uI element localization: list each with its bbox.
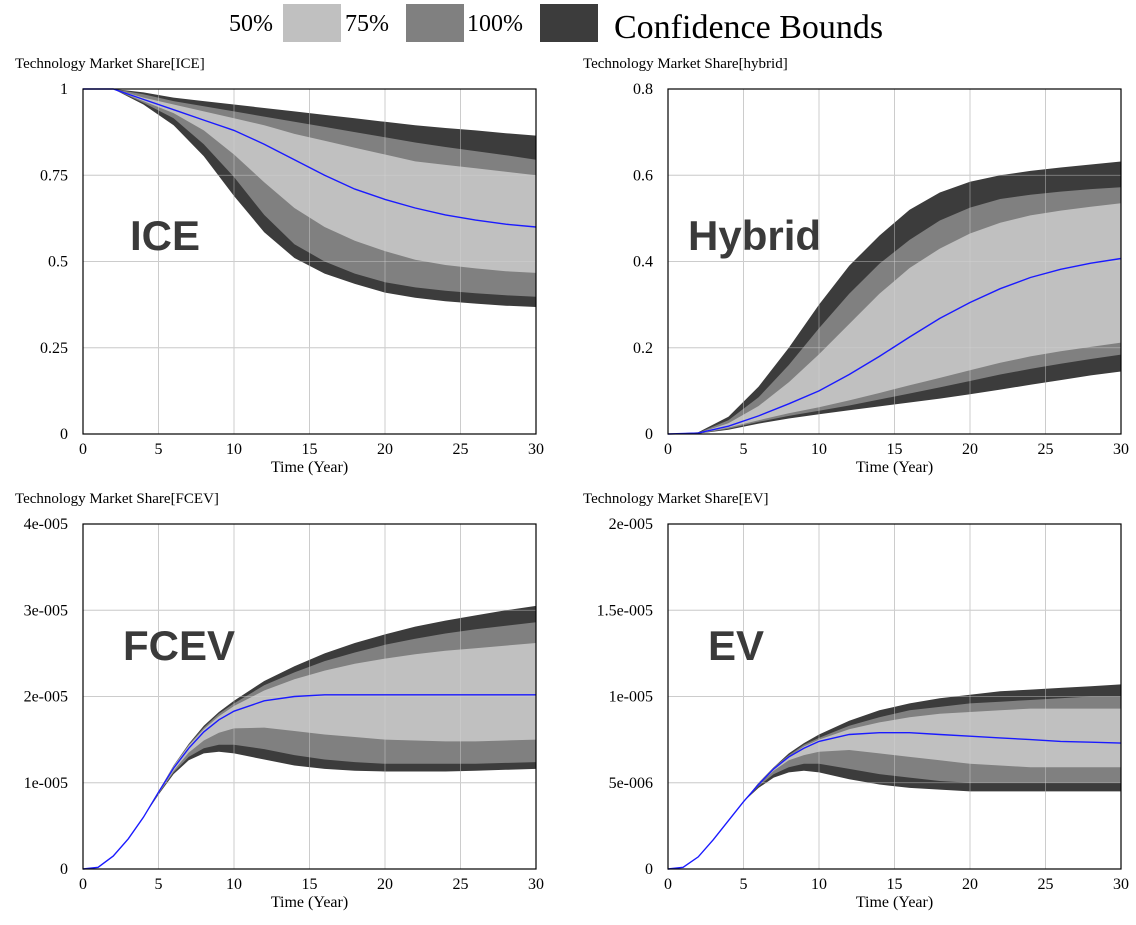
chart-fcev-svg: Technology Market Share[FCEV] 0 5 10 15 20 25 3… [15,491,544,911]
legend-label-75: 75% [345,11,389,37]
x-tick-label: 30 [528,441,544,458]
x-tick-label: 15 [302,876,318,893]
x-tick-label: 25 [453,876,469,893]
y-tick-label: 5e-006 [609,775,653,792]
x-axis-label: Time (Year) [856,459,933,476]
legend-swatch-100 [540,4,598,42]
median-line-ev [667,732,1122,870]
median-line-hybrid [667,257,1122,435]
y-tick-label: 0 [645,426,653,443]
chart-ice-svg: Technology Market Share[ICE]0 5 10 15 20 25 30… [15,56,544,476]
chart-hybrid-svg: Technology Market Share[hybrid] 0 5 10 15 20 2… [583,56,1129,476]
y-tick-label: 0.25 [40,340,68,357]
y-tick-label: 3e-005 [24,602,68,619]
x-tick-label: 20 [962,876,978,893]
y-tick-label: 0 [60,426,68,443]
legend: 50% 75% 100% Confidence Bounds [0,0,1136,48]
x-tick-label: 5 [740,441,748,458]
y-tick-label: 0.5 [48,254,68,271]
chart-panel-fcev: Technology Market Share[FCEV] 0 5 10 15 20 25 3… [0,485,568,925]
band-50-ev [668,708,1121,869]
y-tick-label: 1e-005 [24,775,68,792]
x-tick-label: 30 [1113,441,1129,458]
y-tick-label: 0.4 [633,254,653,271]
x-tick-label: 5 [155,441,163,458]
plot-frame-fcev [82,523,537,870]
x-tick-label: 20 [377,876,393,893]
series-annotation-ice: ICE [130,212,200,259]
chart-title-hybrid: Technology Market Share[hybrid] [583,56,788,72]
x-axis-label: Time (Year) [271,894,348,911]
x-tick-label: 20 [962,441,978,458]
series-annotation-hybrid: Hybrid [688,212,821,259]
plot-frame-ev [667,523,1122,870]
series-annotation-ev: EV [708,622,764,669]
y-tick-label: 1.5e-005 [597,602,653,619]
x-tick-label: 20 [377,441,393,458]
x-tick-label: 10 [226,876,242,893]
y-tick-label: 0 [645,861,653,878]
x-tick-label: 0 [664,876,672,893]
x-tick-label: 0 [79,441,87,458]
x-tick-label: 15 [887,876,903,893]
y-tick-label: 4e-005 [24,516,68,533]
x-tick-label: 5 [155,876,163,893]
legend-title: Confidence Bounds [614,9,883,46]
chart-panel-ev: Technology Market Share[EV] 0 5 10 15 20 25 30 0… [568,485,1136,925]
chart-panel-ice: Technology Market Share[ICE] 0 5 10 15 20 25 30… [0,50,568,490]
chart-title-ev: Technology Market Share[EV] [583,491,769,507]
x-axis-label: Time (Year) [856,894,933,911]
y-tick-label: 0.8 [633,81,653,98]
y-tick-label: 1 [60,81,68,98]
x-tick-label: 15 [887,441,903,458]
x-tick-label: 10 [226,441,242,458]
legend-label-100: 100% [467,11,523,37]
legend-label-50: 50% [229,11,273,37]
median-line-ice [83,88,537,228]
x-tick-label: 25 [1038,441,1054,458]
y-tick-label: 0.6 [633,167,653,184]
legend-swatch-50 [283,4,341,42]
y-tick-label: 0.2 [633,340,653,357]
chart-title-ice: Technology Market Share[ICE] [15,56,205,72]
y-tick-label: 2e-005 [24,689,68,706]
x-axis-label: Time (Year) [271,459,348,476]
y-tick-label: 2e-005 [609,516,653,533]
plot-frame-hybrid [667,88,1122,435]
chart-panel-hybrid: Technology Market Share[hybrid] 0 5 10 15 20 2… [568,50,1136,490]
x-tick-label: 25 [1038,876,1054,893]
legend-swatch-75 [406,4,464,42]
plot-frame-ice [82,88,537,435]
x-tick-label: 0 [79,876,87,893]
median-line-fcev [82,694,536,870]
x-tick-label: 15 [302,441,318,458]
y-tick-label: 1e-005 [609,689,653,706]
x-tick-label: 0 [664,441,672,458]
legend-svg: 50% 75% 100% Confidence Bounds [229,4,883,46]
y-tick-label: 0 [60,861,68,878]
series-annotation-fcev: FCEV [123,622,235,669]
x-tick-label: 5 [740,876,748,893]
chart-title-fcev: Technology Market Share[FCEV] [15,491,219,507]
x-tick-label: 30 [528,876,544,893]
x-tick-label: 25 [453,441,469,458]
x-tick-label: 30 [1113,876,1129,893]
y-tick-label: 0.75 [40,167,68,184]
chart-ev-svg: Technology Market Share[EV] 0 5 10 15 20 25 30 0… [583,491,1129,911]
band-50-fcev [83,643,536,869]
x-tick-label: 10 [811,441,827,458]
x-tick-label: 10 [811,876,827,893]
